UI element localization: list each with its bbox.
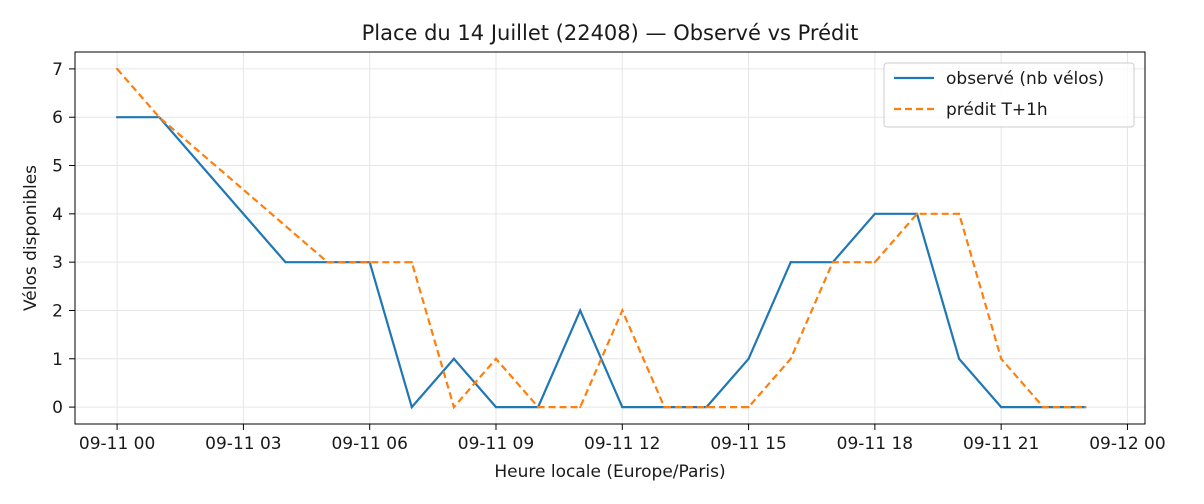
legend: observé (nb vélos) prédit T+1h <box>883 62 1135 128</box>
data-point-predicted <box>326 261 329 264</box>
data-point-predicted <box>873 261 876 264</box>
x-tick-label: 09-11 15 <box>710 434 786 454</box>
x-axis-ticks: 09-11 00 09-11 03 09-11 06 09-11 09 09-11 12… <box>79 424 1166 454</box>
chart-title: Place du 14 Juillet (22408) — Observé vs… <box>362 21 859 45</box>
legend-label-predicted: prédit T+1h <box>946 100 1048 120</box>
data-point-observed <box>621 405 624 409</box>
x-tick-label: 09-11 03 <box>205 434 281 454</box>
data-point-predicted <box>158 116 161 119</box>
y-tick-label: 1 <box>52 350 63 370</box>
y-tick-label: 3 <box>52 253 63 273</box>
x-tick-label: 09-11 00 <box>79 434 155 454</box>
data-point-predicted <box>915 212 919 215</box>
plot-frame <box>74 51 1146 425</box>
data-point-observed <box>957 357 961 360</box>
data-point-predicted <box>452 405 455 409</box>
data-point-predicted <box>494 357 498 360</box>
data-point-predicted <box>957 212 961 215</box>
data-point-observed <box>115 116 119 119</box>
y-tick-label: 4 <box>52 205 63 225</box>
data-point-predicted <box>663 405 666 409</box>
data-point-predicted <box>1000 357 1003 360</box>
x-axis-label: Heure locale (Europe/Paris) <box>494 462 725 482</box>
data-point-predicted <box>368 261 371 264</box>
data-point-observed <box>747 357 750 360</box>
data-point-predicted <box>115 67 119 71</box>
data-point-predicted <box>747 405 750 409</box>
series-line-observed <box>117 116 1086 410</box>
y-axis-ticks: 0 1 2 3 4 5 6 7 <box>52 60 75 418</box>
x-tick-label: 09-11 21 <box>963 434 1039 454</box>
data-point-predicted <box>621 309 624 312</box>
data-point-observed <box>579 309 582 312</box>
data-point-predicted <box>1084 405 1087 409</box>
legend-frame <box>883 62 1135 128</box>
data-point-observed <box>789 261 792 264</box>
data-point-predicted <box>536 405 540 409</box>
data-point-predicted <box>410 261 413 264</box>
x-tick-label: 09-12 00 <box>1089 434 1165 454</box>
x-tick-label: 09-11 06 <box>331 434 407 454</box>
y-tick-label: 7 <box>52 60 63 80</box>
data-point-observed <box>494 405 498 409</box>
data-point-observed <box>284 261 287 264</box>
data-point-predicted <box>1042 405 1045 409</box>
y-tick-label: 6 <box>52 108 63 128</box>
x-tick-label: 09-11 18 <box>837 434 913 454</box>
data-point-observed <box>410 405 413 409</box>
data-point-predicted <box>789 357 792 360</box>
data-point-observed <box>1000 405 1003 409</box>
y-tick-label: 5 <box>52 157 63 177</box>
x-tick-label: 09-11 09 <box>458 434 534 454</box>
data-point-predicted <box>579 405 582 409</box>
data-point-predicted <box>705 405 708 409</box>
data-point-predicted <box>831 261 834 264</box>
y-tick-label: 2 <box>52 301 63 321</box>
data-point-observed <box>452 357 455 360</box>
x-tick-label: 09-11 12 <box>584 434 660 454</box>
legend-label-observed: observé (nb vélos) <box>946 69 1104 89</box>
series-layer <box>115 67 1087 410</box>
y-tick-label: 0 <box>52 398 63 418</box>
data-point-observed <box>873 212 876 215</box>
y-axis-label: Vélos disponibles <box>21 165 41 311</box>
